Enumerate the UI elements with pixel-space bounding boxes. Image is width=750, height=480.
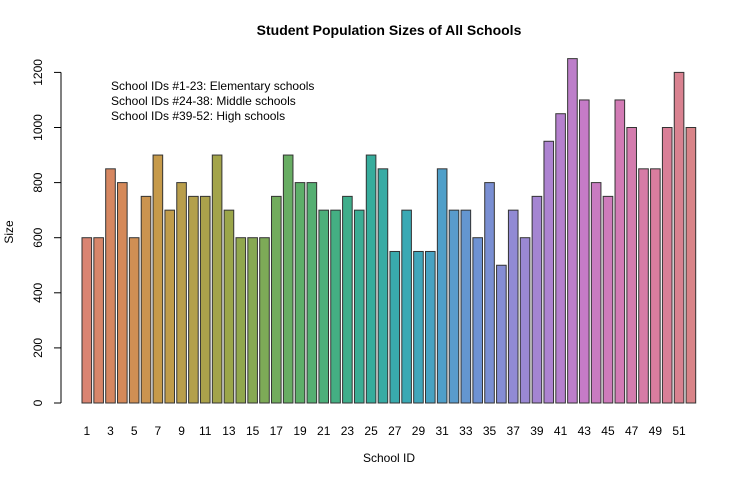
bar-school-49 (650, 168, 661, 404)
x-tick-label: 45 (601, 424, 615, 438)
bar-school-45 (602, 195, 614, 404)
bar-school-35 (484, 182, 495, 404)
bar-school-17 (271, 195, 282, 404)
x-tick-label: 31 (435, 424, 449, 438)
y-tick-label: 400 (31, 282, 45, 302)
y-tick-label: 0 (31, 399, 45, 406)
bar-school-40 (543, 140, 555, 404)
y-axis-label: Size (2, 220, 16, 244)
bar-school-21 (318, 209, 329, 404)
bar-school-29 (413, 250, 424, 404)
bar-school-51 (673, 71, 685, 404)
bar-school-46 (614, 99, 626, 404)
x-tick-label: 37 (507, 424, 521, 438)
bar-school-7 (152, 154, 164, 404)
bar-school-26 (377, 168, 389, 404)
bar-school-8 (164, 209, 176, 404)
x-tick-label: 47 (625, 424, 639, 438)
bar-school-20 (306, 182, 318, 404)
x-tick-label: 21 (317, 424, 331, 438)
bar-school-25 (365, 154, 377, 404)
bar-school-15 (247, 237, 258, 404)
x-tick-label: 33 (459, 424, 473, 438)
bar-school-41 (555, 113, 566, 404)
bar-school-31 (436, 168, 448, 404)
bar-school-36 (496, 264, 507, 404)
bar-school-52 (685, 127, 697, 404)
bar-school-18 (282, 154, 294, 404)
x-axis-ticks: 1 3 5 7 9 11 13 15 17 19 21 23 25 27 29 31 33 35 37 39 41 43 4… (83, 424, 686, 438)
bar-school-2 (93, 237, 104, 404)
y-tick-label: 800 (31, 172, 45, 192)
x-tick-label: 17 (270, 424, 284, 438)
bar-school-16 (259, 237, 270, 404)
x-tick-label: 19 (293, 424, 307, 438)
y-axis: 0 200 400 600 800 1000 1200 (31, 59, 62, 406)
bar-school-10 (188, 195, 199, 404)
bar-school-12 (211, 154, 223, 404)
annotation-middle: School IDs #24-38: Middle schools (111, 94, 296, 108)
x-tick-label: 39 (530, 424, 544, 438)
bar-school-32 (448, 209, 460, 404)
x-tick-label: 29 (412, 424, 426, 438)
x-tick-label: 1 (83, 424, 90, 438)
y-tick-label: 1000 (31, 114, 45, 141)
bar-school-48 (638, 168, 649, 404)
x-tick-label: 11 (199, 424, 212, 438)
bar-school-1 (81, 237, 93, 404)
bar-school-39 (531, 195, 543, 404)
bar-school-13 (223, 209, 235, 404)
bar-school-23 (342, 195, 353, 404)
bar-school-47 (626, 127, 637, 404)
x-tick-label: 25 (364, 424, 378, 438)
bar-school-19 (294, 182, 306, 404)
y-tick-label: 200 (31, 338, 45, 358)
x-tick-label: 49 (649, 424, 663, 438)
bar-school-22 (330, 209, 341, 404)
bars (81, 58, 697, 404)
x-tick-label: 27 (388, 424, 402, 438)
bar-school-30 (425, 250, 436, 404)
bar-school-24 (353, 209, 365, 404)
bar-school-9 (176, 182, 187, 404)
bar-school-5 (128, 237, 140, 404)
bar-school-34 (472, 237, 483, 404)
bar-school-11 (199, 195, 211, 404)
x-tick-label: 35 (483, 424, 497, 438)
bar-school-38 (519, 237, 531, 404)
x-tick-label: 51 (672, 424, 686, 438)
x-tick-label: 7 (155, 424, 162, 438)
bar-school-27 (389, 250, 401, 404)
x-tick-label: 13 (222, 424, 236, 438)
bar-school-43 (578, 99, 590, 404)
x-axis-label: School ID (363, 451, 415, 465)
x-tick-label: 43 (578, 424, 592, 438)
y-tick-label: 600 (31, 227, 45, 247)
annotation-high: School IDs #39-52: High schools (111, 109, 285, 123)
bar-school-6 (140, 195, 152, 404)
x-tick-label: 23 (341, 424, 355, 438)
x-tick-label: 3 (107, 424, 114, 438)
bar-school-4 (117, 182, 128, 404)
x-tick-label: 9 (178, 424, 185, 438)
x-tick-label: 5 (131, 424, 138, 438)
bar-school-42 (567, 58, 578, 404)
x-tick-label: 15 (246, 424, 260, 438)
bar-school-3 (105, 168, 116, 404)
x-tick-label: 41 (554, 424, 568, 438)
bar-school-28 (401, 209, 412, 404)
bar-school-37 (507, 209, 519, 404)
bar-school-33 (460, 209, 472, 404)
bar-school-50 (661, 127, 673, 404)
annotation-elementary: School IDs #1-23: Elementary schools (111, 79, 314, 93)
y-tick-label: 1200 (31, 59, 45, 86)
chart-title: Student Population Sizes of All Schools (257, 22, 522, 38)
bar-school-14 (235, 237, 247, 404)
bar-school-44 (590, 182, 602, 404)
